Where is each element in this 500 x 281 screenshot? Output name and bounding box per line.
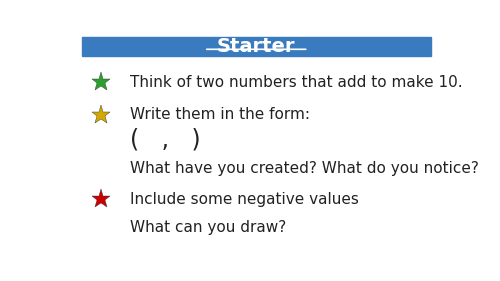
FancyBboxPatch shape (82, 37, 430, 56)
Text: What can you draw?: What can you draw? (130, 220, 286, 235)
Text: Starter: Starter (217, 37, 296, 56)
Text: (   ,   ): ( , ) (130, 128, 201, 152)
Text: Think of two numbers that add to make 10.: Think of two numbers that add to make 10… (130, 75, 463, 90)
Text: What have you created? What do you notice?: What have you created? What do you notic… (130, 162, 479, 176)
Text: Include some negative values: Include some negative values (130, 192, 359, 207)
Text: Write them in the form:: Write them in the form: (130, 107, 310, 122)
